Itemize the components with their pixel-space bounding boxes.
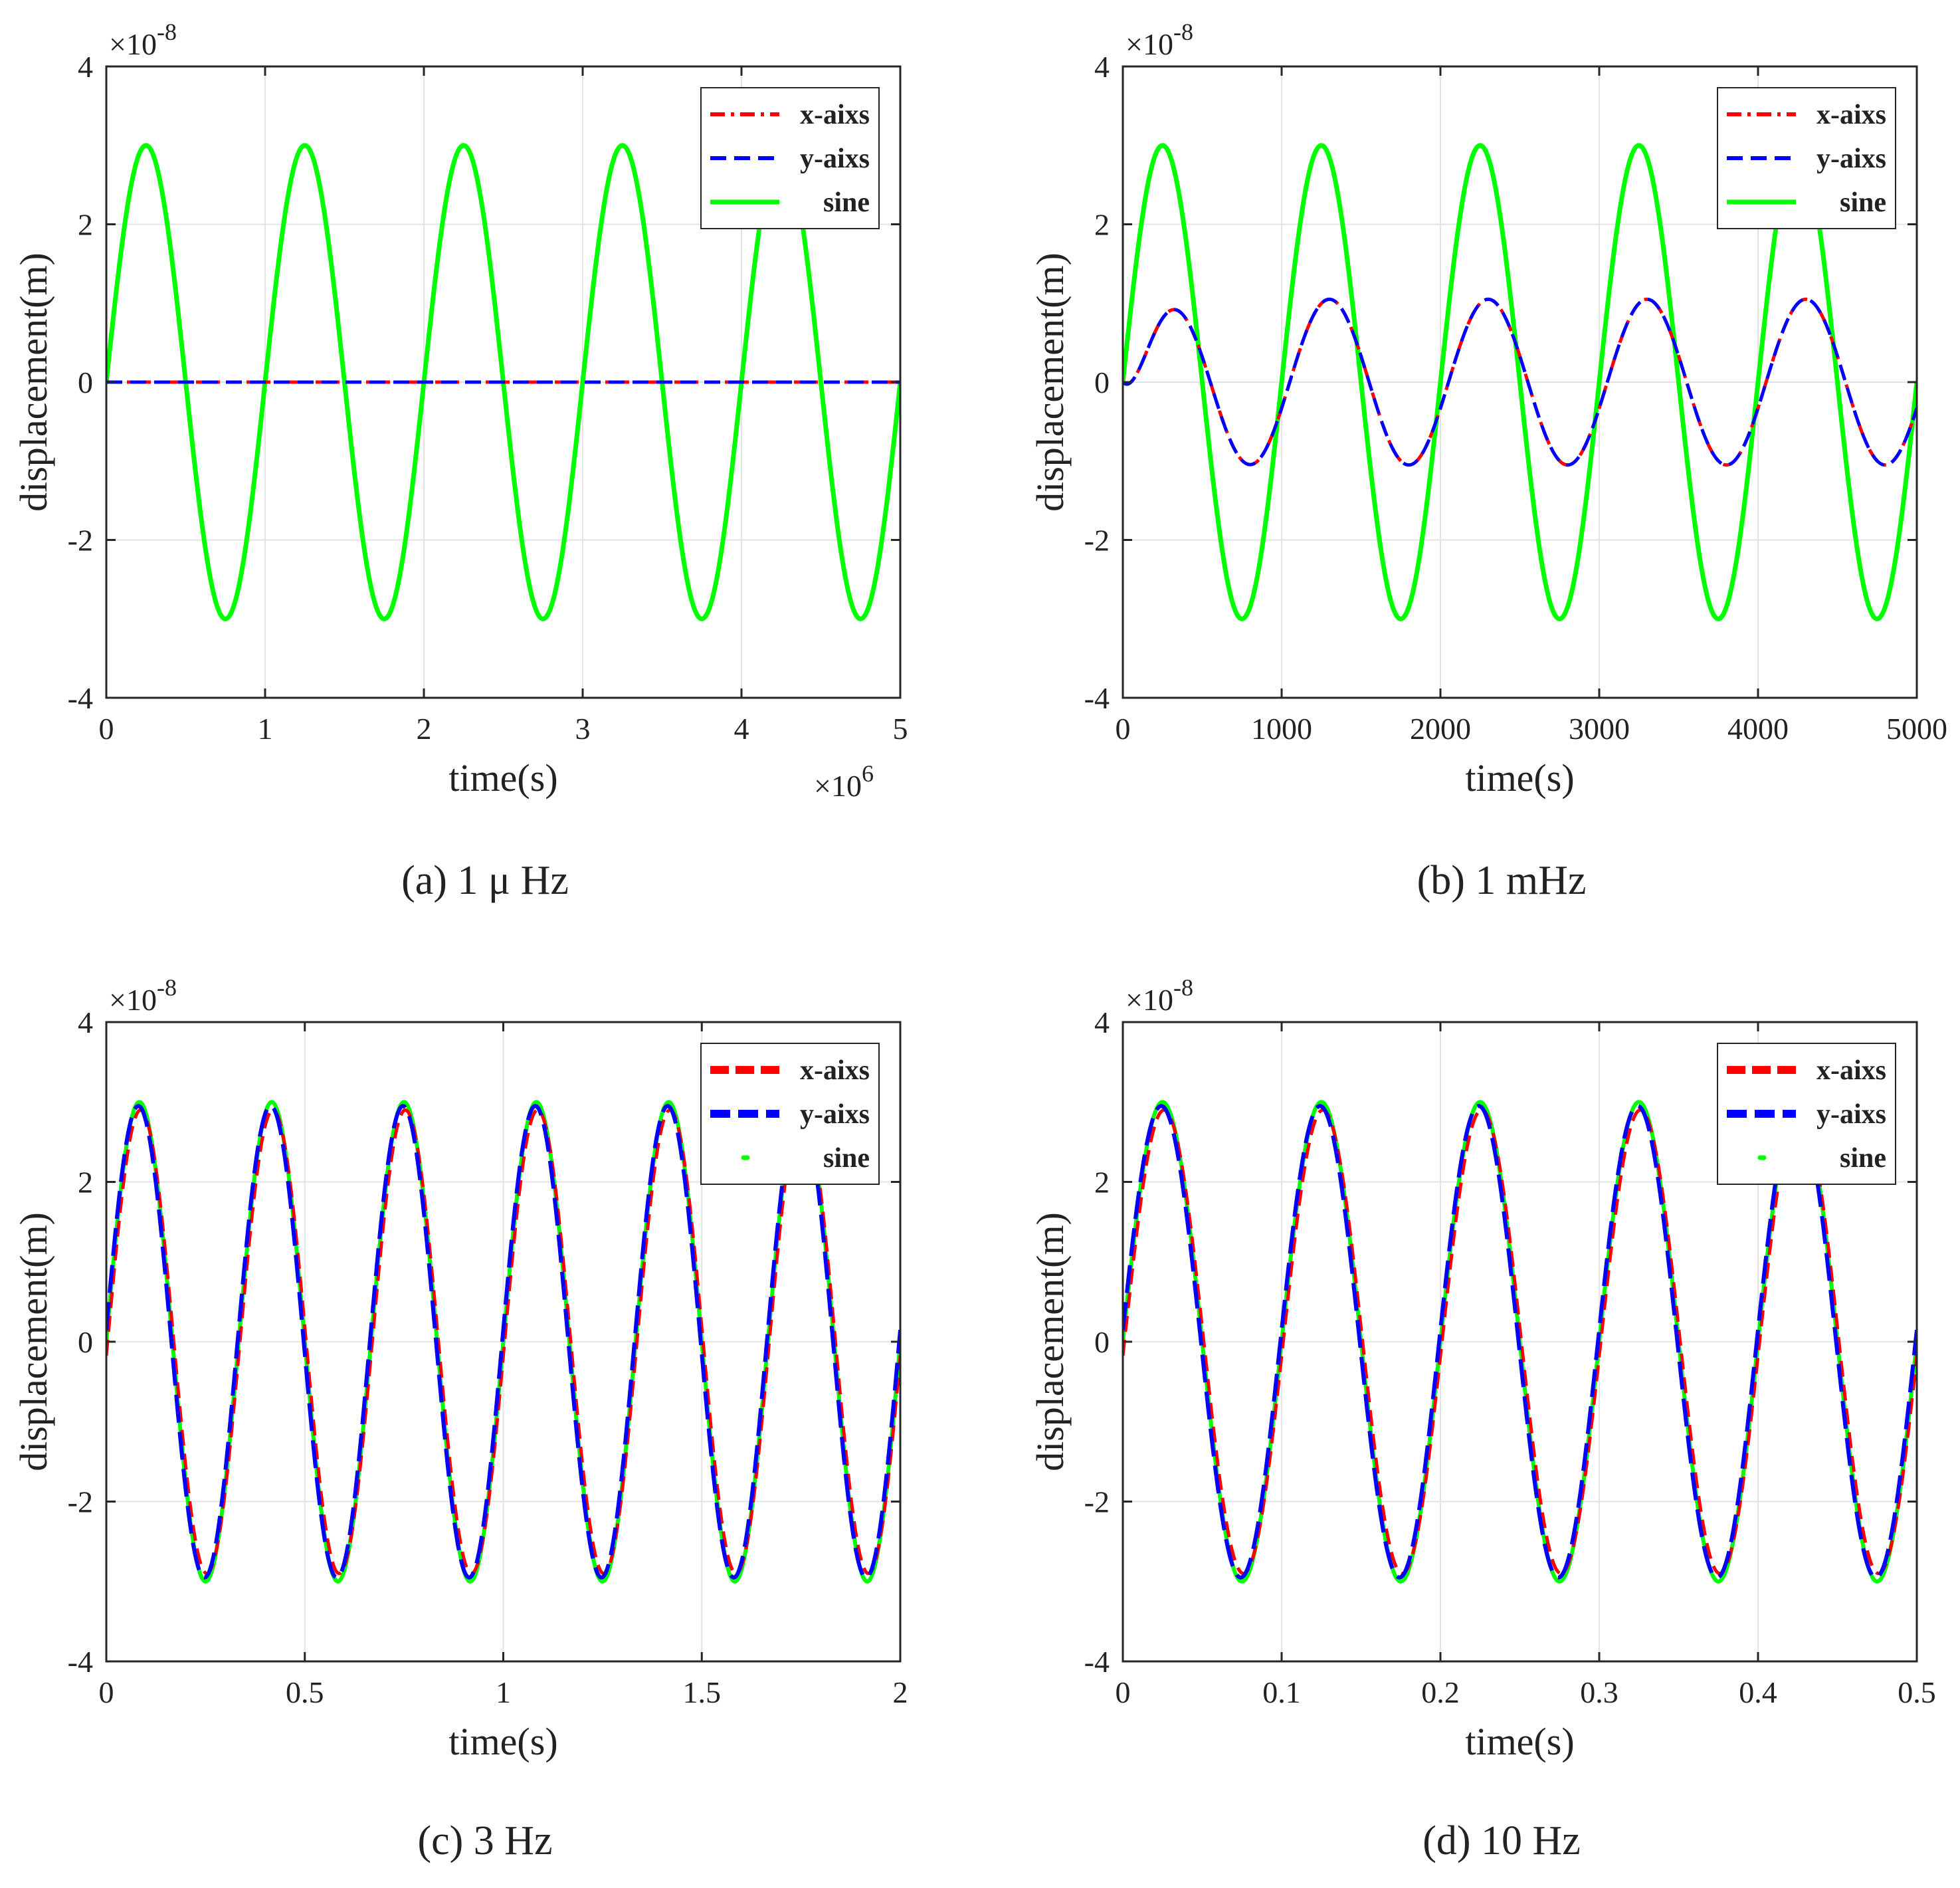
y-tick-label: 4	[78, 1005, 93, 1039]
x-axis-label: time(s)	[448, 1720, 557, 1763]
x-tick-label: 1	[258, 712, 273, 746]
y-exponent-label: ×10-8	[1126, 974, 1193, 1017]
panel-caption: (a) 1 μ Hz	[401, 858, 569, 903]
x-tick-label: 0.3	[1580, 1675, 1618, 1709]
y-tick-label: 4	[1094, 50, 1110, 84]
x-tick-label: 0.2	[1421, 1675, 1460, 1709]
series-group	[106, 1100, 900, 1584]
y-axis-label: displacement(m)	[12, 1212, 55, 1471]
y-exponent-label: ×10-8	[109, 19, 177, 61]
legend-box	[1717, 1043, 1896, 1185]
x-tick-label: 3	[575, 712, 591, 746]
x-tick-label: 0	[99, 1675, 114, 1709]
y-tick-label: 2	[78, 1166, 93, 1200]
y-tick-label: 2	[78, 208, 93, 242]
legend: x-aixs y-aixs sine	[1717, 87, 1896, 229]
x-tick-label: 5	[893, 712, 908, 746]
legend: x-aixs y-aixs sine	[700, 1043, 880, 1185]
y-tick-label: -2	[1084, 1485, 1110, 1519]
series-line-y-aixs	[1123, 297, 1917, 467]
y-tick-label: 0	[78, 1325, 93, 1359]
legend-box	[700, 87, 880, 229]
y-exponent-power: -8	[157, 19, 177, 45]
chart-panel-c: 0 0.5 1 1.5 2 -4 -2 0 2 4 ×10-8 time(s) displacement…	[12, 974, 908, 1863]
y-exponent-power: -8	[157, 974, 177, 1001]
legend-label: sine	[1840, 187, 1886, 218]
y-tick-label: -2	[68, 1485, 93, 1519]
x-tick-label: 1.5	[683, 1675, 722, 1709]
x-tick-label: 5000	[1886, 712, 1947, 746]
y-exponent-base: ×10	[109, 983, 157, 1017]
x-tick-label: 2000	[1410, 712, 1471, 746]
y-tick-label: -4	[1084, 681, 1110, 715]
y-exponent-label: ×10-8	[109, 974, 177, 1017]
x-axis-label: time(s)	[1465, 756, 1574, 799]
legend: x-aixs y-aixs sine	[700, 87, 880, 229]
legend-label: x-aixs	[800, 100, 870, 130]
y-exponent-base: ×10	[109, 27, 157, 61]
y-tick-label: 4	[1094, 1005, 1110, 1039]
legend-label: x-aixs	[1816, 1055, 1886, 1086]
chart-panel-b: 0 1000 2000 3000 4000 5000 -4 -2 0 2 4 ×10-8 time(s)…	[1029, 19, 1947, 903]
x-tick-label: 1	[496, 1675, 511, 1709]
y-tick-label: -4	[68, 1645, 93, 1679]
chart-panel-a: 0 1 2 3 4 5-4-2024×10-8×106time(s)displacemen…	[12, 19, 908, 903]
x-tick-label: 1000	[1251, 712, 1312, 746]
x-tick-label: 0	[1116, 712, 1131, 746]
x-axis-label: time(s)	[448, 756, 557, 799]
series-line-x-aixs	[106, 1108, 900, 1576]
y-tick-label: 4	[78, 50, 93, 84]
y-axis-label: displacement(m)	[12, 253, 55, 512]
x-exponent-label: ×106	[814, 760, 874, 803]
y-tick-label: 0	[78, 366, 93, 399]
x-tick-label: 0	[1116, 1675, 1131, 1709]
legend-label: y-aixs	[1816, 1099, 1886, 1130]
x-tick-label: 3000	[1569, 712, 1630, 746]
panel-caption: (c) 3 Hz	[417, 1818, 552, 1863]
series-line-y-aixs	[106, 1104, 900, 1580]
legend-label: y-aixs	[800, 1099, 870, 1130]
y-exponent-label: ×10-8	[1126, 19, 1193, 61]
y-exponent-base: ×10	[1126, 27, 1173, 61]
y-exponent-power: -8	[1173, 19, 1193, 45]
legend-label: sine	[823, 187, 870, 218]
chart-panel-d: 0 0.1 0.2 0.3 0.4 0.5 -4 -2 0 2 4 ×10-8 time(s) displ…	[1029, 974, 1936, 1863]
legend: x-aixs y-aixs sine	[1717, 1043, 1896, 1185]
x-tick-label: 2	[893, 1675, 908, 1709]
x-tick-label: 0.5	[1898, 1675, 1936, 1709]
legend-box	[1717, 87, 1896, 229]
y-tick-label: -2	[1084, 524, 1110, 558]
y-tick-label: -2	[68, 524, 93, 558]
legend-label: y-aixs	[1816, 144, 1886, 174]
x-tick-label: 0.5	[286, 1675, 324, 1709]
y-tick-label: 2	[1094, 208, 1110, 242]
x-exponent-base: ×10	[814, 769, 862, 803]
y-tick-label: 2	[1094, 1166, 1110, 1200]
legend-label: x-aixs	[1816, 100, 1886, 130]
x-tick-label: 2	[417, 712, 432, 746]
x-tick-label: 4000	[1727, 712, 1789, 746]
x-tick-label: 0	[99, 712, 114, 746]
legend-label: x-aixs	[800, 1055, 870, 1086]
x-tick-label: 0.1	[1262, 1675, 1301, 1709]
y-exponent-base: ×10	[1126, 983, 1173, 1017]
y-axis-label: displacement(m)	[1029, 1212, 1072, 1471]
y-tick-label: -4	[1084, 1645, 1110, 1679]
y-exponent-power: -8	[1173, 974, 1193, 1001]
x-tick-label: 4	[734, 712, 749, 746]
panel-caption: (d) 10 Hz	[1422, 1818, 1581, 1863]
y-axis-label: displacement(m)	[1029, 253, 1072, 512]
x-tick-label: 0.4	[1739, 1675, 1777, 1709]
y-tick-label: 0	[1094, 1325, 1110, 1359]
legend-label: sine	[823, 1143, 870, 1174]
x-exponent-power: 6	[862, 760, 874, 787]
panel-caption: (b) 1 mHz	[1417, 858, 1587, 903]
y-tick-label: -4	[68, 681, 93, 715]
y-tick-label: 0	[1094, 366, 1110, 399]
legend-label: sine	[1840, 1143, 1886, 1174]
legend-label: y-aixs	[800, 144, 870, 174]
legend-box	[700, 1043, 880, 1185]
x-axis-label: time(s)	[1465, 1720, 1574, 1763]
